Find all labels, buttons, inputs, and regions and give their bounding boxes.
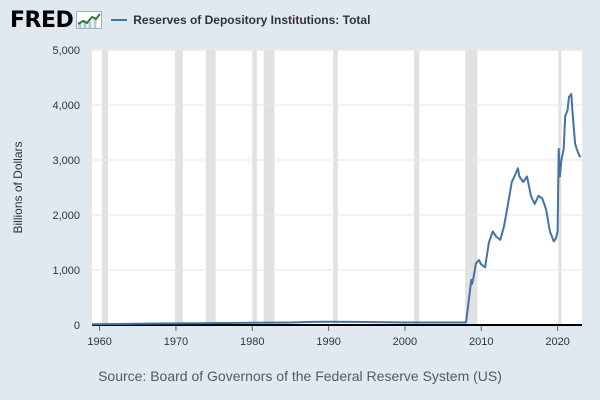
legend-swatch	[111, 19, 128, 21]
recession-band	[252, 50, 257, 325]
gridlines-group	[92, 49, 582, 271]
recession-band	[205, 50, 216, 325]
x-axis-ticks: 1960 1970 1980 1990 2000 2010 2020	[87, 325, 570, 348]
legend: Reserves of Depository Institutions: Tot…	[111, 13, 370, 27]
recession-shading-group	[101, 50, 562, 325]
x-tick-label: 1960	[87, 336, 111, 348]
y-axis-ticks: 0 1,000 2,000 3,000 4,000 5,000	[52, 45, 80, 332]
source-note: Source: Board of Governors of the Federa…	[98, 368, 502, 384]
fred-trend-icon	[76, 11, 103, 29]
recession-band	[465, 50, 478, 325]
y-tick-label: 4,000	[52, 100, 80, 112]
y-tick-label: 0	[74, 320, 80, 332]
x-tick-label: 1970	[164, 336, 188, 348]
y-axis-label: Billions of Dollars	[11, 141, 25, 233]
y-tick-label: 3,000	[52, 155, 80, 167]
y-tick-label: 5,000	[52, 45, 80, 57]
fred-logo[interactable]: FRED	[10, 7, 74, 33]
recession-band	[101, 50, 109, 325]
x-tick-label: 1990	[316, 336, 340, 348]
chart-header: FRED Reserves of Depository Institutions…	[10, 6, 370, 34]
recession-band	[175, 50, 183, 325]
x-tick-label: 2020	[545, 336, 569, 348]
recession-band	[333, 50, 338, 325]
x-tick-label: 2010	[469, 336, 493, 348]
y-tick-label: 2,000	[52, 210, 80, 222]
y-tick-label: 1,000	[52, 265, 80, 277]
x-tick-label: 1980	[240, 336, 264, 348]
series-line-reserves[interactable]	[91, 93, 582, 326]
recession-band	[558, 50, 562, 325]
x-tick-label: 2000	[393, 336, 417, 348]
recession-band	[414, 50, 420, 325]
recession-band	[263, 50, 275, 325]
legend-series-label: Reserves of Depository Institutions: Tot…	[133, 13, 371, 27]
